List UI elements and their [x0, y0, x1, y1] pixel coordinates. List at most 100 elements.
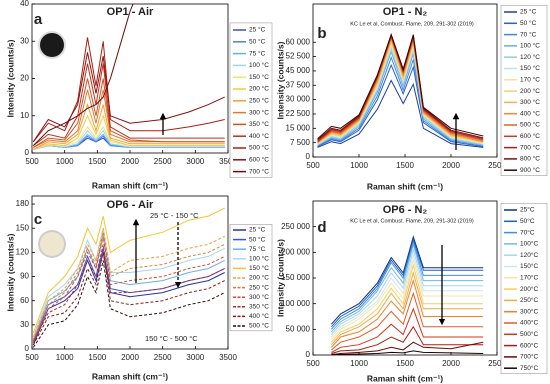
panel-label: b — [317, 25, 326, 42]
spectrum-line — [32, 37, 225, 143]
x-tick-label: 1000 — [350, 161, 368, 170]
spectrum-line — [32, 248, 225, 343]
y-tick-label: 0 — [306, 152, 311, 161]
y-tick-label: 30 — [20, 36, 29, 45]
legend-label: 400 °C — [249, 312, 269, 320]
x-tick-label: 2500 — [488, 359, 506, 368]
legend-label: 350 °C — [249, 303, 269, 311]
legend-label: 150 °C — [249, 73, 269, 81]
chart-title: OP6 - Air — [107, 199, 154, 211]
y-tick-label: 20 — [20, 74, 29, 83]
y-tick-label: 0 — [25, 148, 30, 157]
spectrum-line — [32, 52, 225, 143]
legend-label: 150 °C — [520, 64, 540, 72]
legend-label: 300°C — [520, 307, 538, 315]
y-axis-label: Intensity (counts/s) — [5, 39, 15, 117]
x-tick-label: 3000 — [186, 353, 204, 362]
legend-label: 100 °C — [520, 42, 540, 50]
legend-label: 25 °C — [249, 26, 266, 34]
legend-label: 250°C — [520, 296, 538, 304]
spectrum-line — [317, 34, 484, 143]
panel-label: d — [317, 219, 326, 236]
legend-label: 500 °C — [249, 144, 269, 152]
legend-label: 300 °C — [249, 293, 269, 301]
y-tick-label: 30 000 — [286, 95, 311, 104]
x-tick-label: 500 — [25, 353, 39, 362]
y-tick-label: 60 000 — [286, 37, 311, 46]
spectrum-line — [33, 114, 225, 150]
y-tick-label: 0 — [306, 350, 311, 359]
y-tick-label: 37 500 — [286, 80, 311, 89]
y-tick-label: 0 — [25, 344, 30, 353]
annotation: 150 °C - 500 °C — [145, 334, 198, 343]
legend-label: 500 °C — [249, 322, 269, 330]
legend-label: 100 °C — [249, 255, 269, 263]
y-tick-label: 180 — [16, 199, 30, 208]
legend-label: 50 °C — [249, 235, 266, 243]
x-tick-label: 1000 — [56, 353, 74, 362]
insets — [38, 31, 66, 258]
spectrum-line — [317, 42, 484, 145]
spectrum-line — [331, 291, 484, 351]
spectrum-line — [317, 35, 484, 143]
spectrum-line — [331, 258, 484, 340]
legend-label: 600 °C — [520, 132, 540, 140]
legend-label: 120°C — [520, 251, 538, 259]
legend-label: 200 °C — [249, 85, 269, 93]
y-tick-label: 15 000 — [286, 123, 311, 132]
x-axis-label: Raman shift (cm⁻¹) — [367, 373, 443, 383]
legend-label: 750°C — [520, 364, 538, 372]
x-tick-label: 2000 — [121, 157, 139, 166]
y-tick-label: 200 000 — [281, 247, 310, 256]
y-axis-label: Intensity (counts/s) — [275, 239, 285, 317]
x-tick-label: 500 — [306, 359, 320, 368]
spectrum-line — [331, 278, 484, 348]
legend-label: 500 °C — [520, 121, 540, 129]
legend-label: 75 °C — [249, 49, 266, 57]
spectrum-line — [331, 252, 484, 338]
x-axis-label: Raman shift (cm⁻¹) — [92, 180, 168, 190]
chart-title: OP1 - N₂ — [383, 6, 428, 18]
legend-label: 70 °C — [520, 30, 537, 38]
legend-label: 600 °C — [249, 156, 269, 164]
spectrum-line — [32, 228, 225, 338]
spectrum-line — [32, 260, 225, 348]
legend-label: 100 °C — [249, 61, 269, 69]
legend-label: 700°C — [520, 353, 538, 361]
y-tick-label: 50 000 — [286, 324, 311, 333]
spectrum-line — [317, 33, 484, 140]
legend-label: 350 °C — [249, 120, 269, 128]
panel-label: c — [34, 211, 42, 228]
spectrum-line — [317, 50, 484, 146]
y-tick-label: 120 — [16, 247, 30, 256]
spectrum-line — [33, 129, 225, 150]
spectrum-line — [32, 207, 225, 334]
legend-label: 25 °C — [249, 226, 266, 234]
x-tick-label: 2000 — [442, 161, 460, 170]
spectrum-line — [32, 236, 225, 342]
legend-label: 200°C — [520, 285, 538, 293]
sample-photo — [40, 33, 64, 57]
spectrum-line — [317, 38, 484, 144]
legend-label: 500°C — [520, 330, 538, 338]
legend-label: 25°C — [520, 206, 535, 214]
legend-label: 250 °C — [249, 97, 269, 105]
x-tick-label: 2500 — [154, 157, 172, 166]
spectrum-line — [331, 263, 484, 343]
legend-label: 200 °C — [520, 87, 540, 95]
legend-label: 300 °C — [249, 108, 269, 116]
y-tick-label: 60 — [20, 296, 29, 305]
y-axis-label: Intensity (counts/s) — [275, 41, 285, 119]
spectrum-line — [331, 307, 484, 353]
y-tick-label: 52 500 — [286, 52, 311, 61]
x-tick-label: 1500 — [88, 353, 106, 362]
legend-label: 700 °C — [249, 167, 269, 175]
spectrum-line — [331, 325, 484, 354]
legend-label: 800 °C — [520, 155, 540, 163]
y-axis-label: Intensity (counts/s) — [5, 233, 15, 311]
x-tick-label: 1000 — [56, 157, 74, 166]
legend-label: 150 °C — [249, 264, 269, 272]
spectrum-line — [317, 46, 484, 146]
x-tick-label: 3500 — [219, 157, 237, 166]
